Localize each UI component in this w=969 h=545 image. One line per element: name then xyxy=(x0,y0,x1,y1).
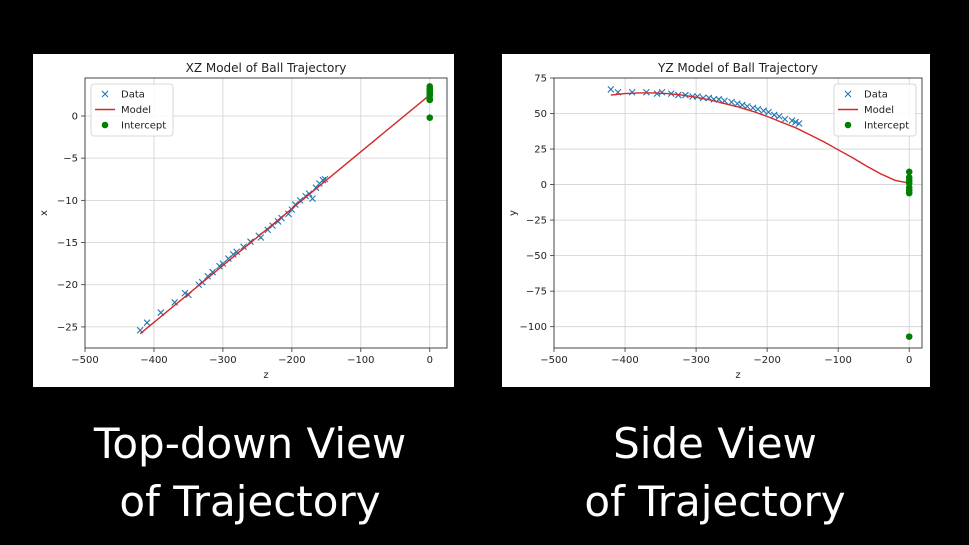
y-axis-label: x xyxy=(39,210,50,216)
data-point xyxy=(240,243,247,251)
y-tick-label: −10 xyxy=(57,196,78,207)
data-point xyxy=(628,88,636,96)
y-tick-label: −75 xyxy=(526,287,547,298)
y-tick-label: 75 xyxy=(534,74,547,85)
data-point xyxy=(770,111,778,119)
x-tick-label: −100 xyxy=(347,355,374,366)
y-tick-label: −20 xyxy=(57,280,78,291)
chart-title: YZ Model of Ball Trajectory xyxy=(657,61,818,75)
y-tick-label: −50 xyxy=(526,251,547,262)
data-point xyxy=(216,262,223,270)
data-point xyxy=(749,104,757,112)
model-line xyxy=(139,94,431,335)
caption-side: Side View of Trajectory xyxy=(515,415,915,531)
x-axis-label: z xyxy=(263,370,268,381)
plot-area xyxy=(136,83,434,335)
x-tick-label: 0 xyxy=(906,355,912,366)
x-tick-label: −500 xyxy=(71,355,98,366)
data-point xyxy=(143,319,151,327)
data-point xyxy=(219,260,227,268)
intercept-point xyxy=(426,96,434,104)
legend-marker-data xyxy=(844,90,852,98)
y-tick-label: 25 xyxy=(534,145,547,156)
x-tick-label: −500 xyxy=(540,355,567,366)
data-point xyxy=(760,107,767,115)
data-point xyxy=(775,112,783,120)
legend-label: Model xyxy=(864,105,894,116)
y-tick-label: −25 xyxy=(57,322,78,333)
y-tick-label: −15 xyxy=(57,238,78,249)
x-tick-label: −100 xyxy=(824,355,851,366)
legend-label: Data xyxy=(121,90,145,101)
y-tick-label: 0 xyxy=(72,111,78,122)
yz-chart: YZ Model of Ball Trajectory−500 −400 −300−… xyxy=(508,61,923,381)
data-point xyxy=(658,88,666,96)
model-line xyxy=(610,92,910,184)
grid xyxy=(553,77,922,348)
y-tick-label: −100 xyxy=(520,322,547,333)
x-tick-label: −400 xyxy=(140,355,167,366)
data-point xyxy=(792,118,799,126)
yz-chart-panel: YZ Model of Ball Trajectory −500 −400 −300−… xyxy=(502,54,930,387)
data-point xyxy=(209,268,216,276)
caption-side-line-2: of Trajectory xyxy=(584,477,846,526)
legend: Data Model Intercept xyxy=(90,83,174,137)
intercept-point xyxy=(426,114,434,121)
x-tick-label: 0 xyxy=(427,355,433,366)
x-axis-label: z xyxy=(735,370,740,381)
legend-label: Model xyxy=(121,105,151,116)
legend: Data Model Intercept xyxy=(833,83,917,137)
legend-label: Intercept xyxy=(864,121,909,132)
caption-top-down-line-2: of Trajectory xyxy=(119,477,381,526)
xz-chart: XZ Model of Ball Trajectory−500 −400 −300−… xyxy=(39,61,448,381)
data-point xyxy=(229,250,237,258)
legend-label: Intercept xyxy=(121,121,166,132)
y-tick-label: 0 xyxy=(541,180,547,191)
legend-box xyxy=(833,83,917,137)
plot-area xyxy=(607,85,913,340)
y-tick-label: −5 xyxy=(63,154,78,165)
axes-frame xyxy=(553,77,923,349)
x-tick-label: −400 xyxy=(611,355,638,366)
data-point xyxy=(607,85,615,93)
legend-marker-intercept xyxy=(101,121,109,129)
caption-top-down-line-1: Top-down View xyxy=(93,419,407,468)
data-point xyxy=(781,115,789,123)
data-point xyxy=(309,195,316,203)
x-tick-label: −300 xyxy=(682,355,709,366)
caption-side-line-1: Side View xyxy=(613,419,817,468)
axes-frame xyxy=(84,77,448,349)
intercept-point xyxy=(905,189,913,197)
legend-marker-intercept xyxy=(844,121,852,129)
y-tick-label: −25 xyxy=(526,216,547,227)
legend-label: Data xyxy=(864,90,888,101)
x-tick-label: −200 xyxy=(753,355,780,366)
xz-chart-panel: XZ Model of Ball Trajectory −500 −400 −300−… xyxy=(33,54,454,387)
intercept-point xyxy=(905,168,913,176)
y-tick-label: 50 xyxy=(534,109,547,120)
caption-top-down: Top-down View of Trajectory xyxy=(50,415,450,531)
intercept-point xyxy=(905,333,913,340)
chart-title: XZ Model of Ball Trajectory xyxy=(186,61,347,75)
data-point xyxy=(296,196,304,204)
data-point xyxy=(233,248,241,256)
data-point xyxy=(321,175,329,183)
data-point xyxy=(795,120,803,127)
legend-marker-data xyxy=(101,90,109,98)
x-tick-label: −200 xyxy=(278,355,305,366)
data-point xyxy=(754,105,762,113)
data-point xyxy=(788,117,796,125)
legend-box xyxy=(90,83,174,137)
x-tick-label: −300 xyxy=(209,355,236,366)
data-point xyxy=(765,108,772,116)
y-axis-label: y xyxy=(508,210,519,216)
